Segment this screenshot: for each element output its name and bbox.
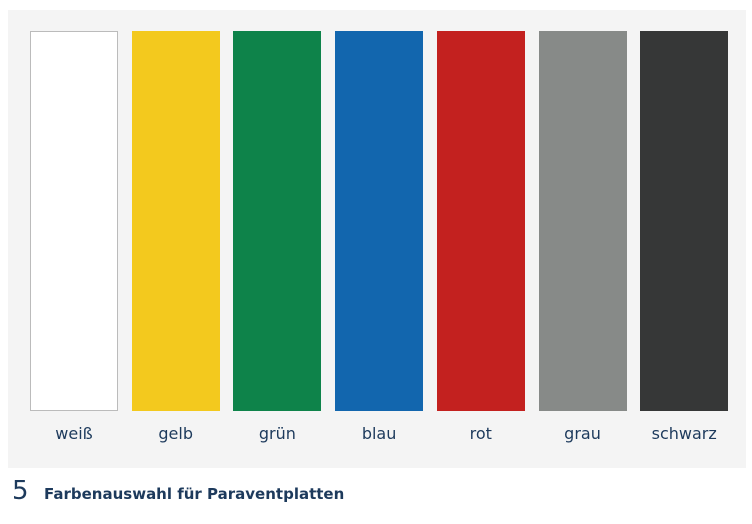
swatch-label: blau — [361, 424, 397, 443]
color-swatch — [131, 31, 220, 411]
color-swatch — [233, 31, 322, 411]
figure-number: 5 — [12, 476, 29, 506]
color-swatch — [335, 31, 424, 411]
swatch-label: rot — [469, 424, 492, 443]
color-swatch — [436, 31, 525, 411]
caption: Farbenauswahl für Paraventplatten — [44, 485, 345, 503]
swatch-label: grün — [258, 424, 296, 443]
color-swatch — [538, 31, 627, 411]
swatch-label: gelb — [158, 424, 193, 443]
swatch-label: schwarz — [651, 424, 717, 443]
color-swatch — [30, 31, 118, 411]
swatch-label: grau — [564, 424, 601, 443]
color-swatch — [640, 31, 729, 411]
swatch-panel: weiß gelb grün blau rot grau schwarz — [8, 10, 746, 468]
swatch-label: weiß — [55, 424, 93, 443]
